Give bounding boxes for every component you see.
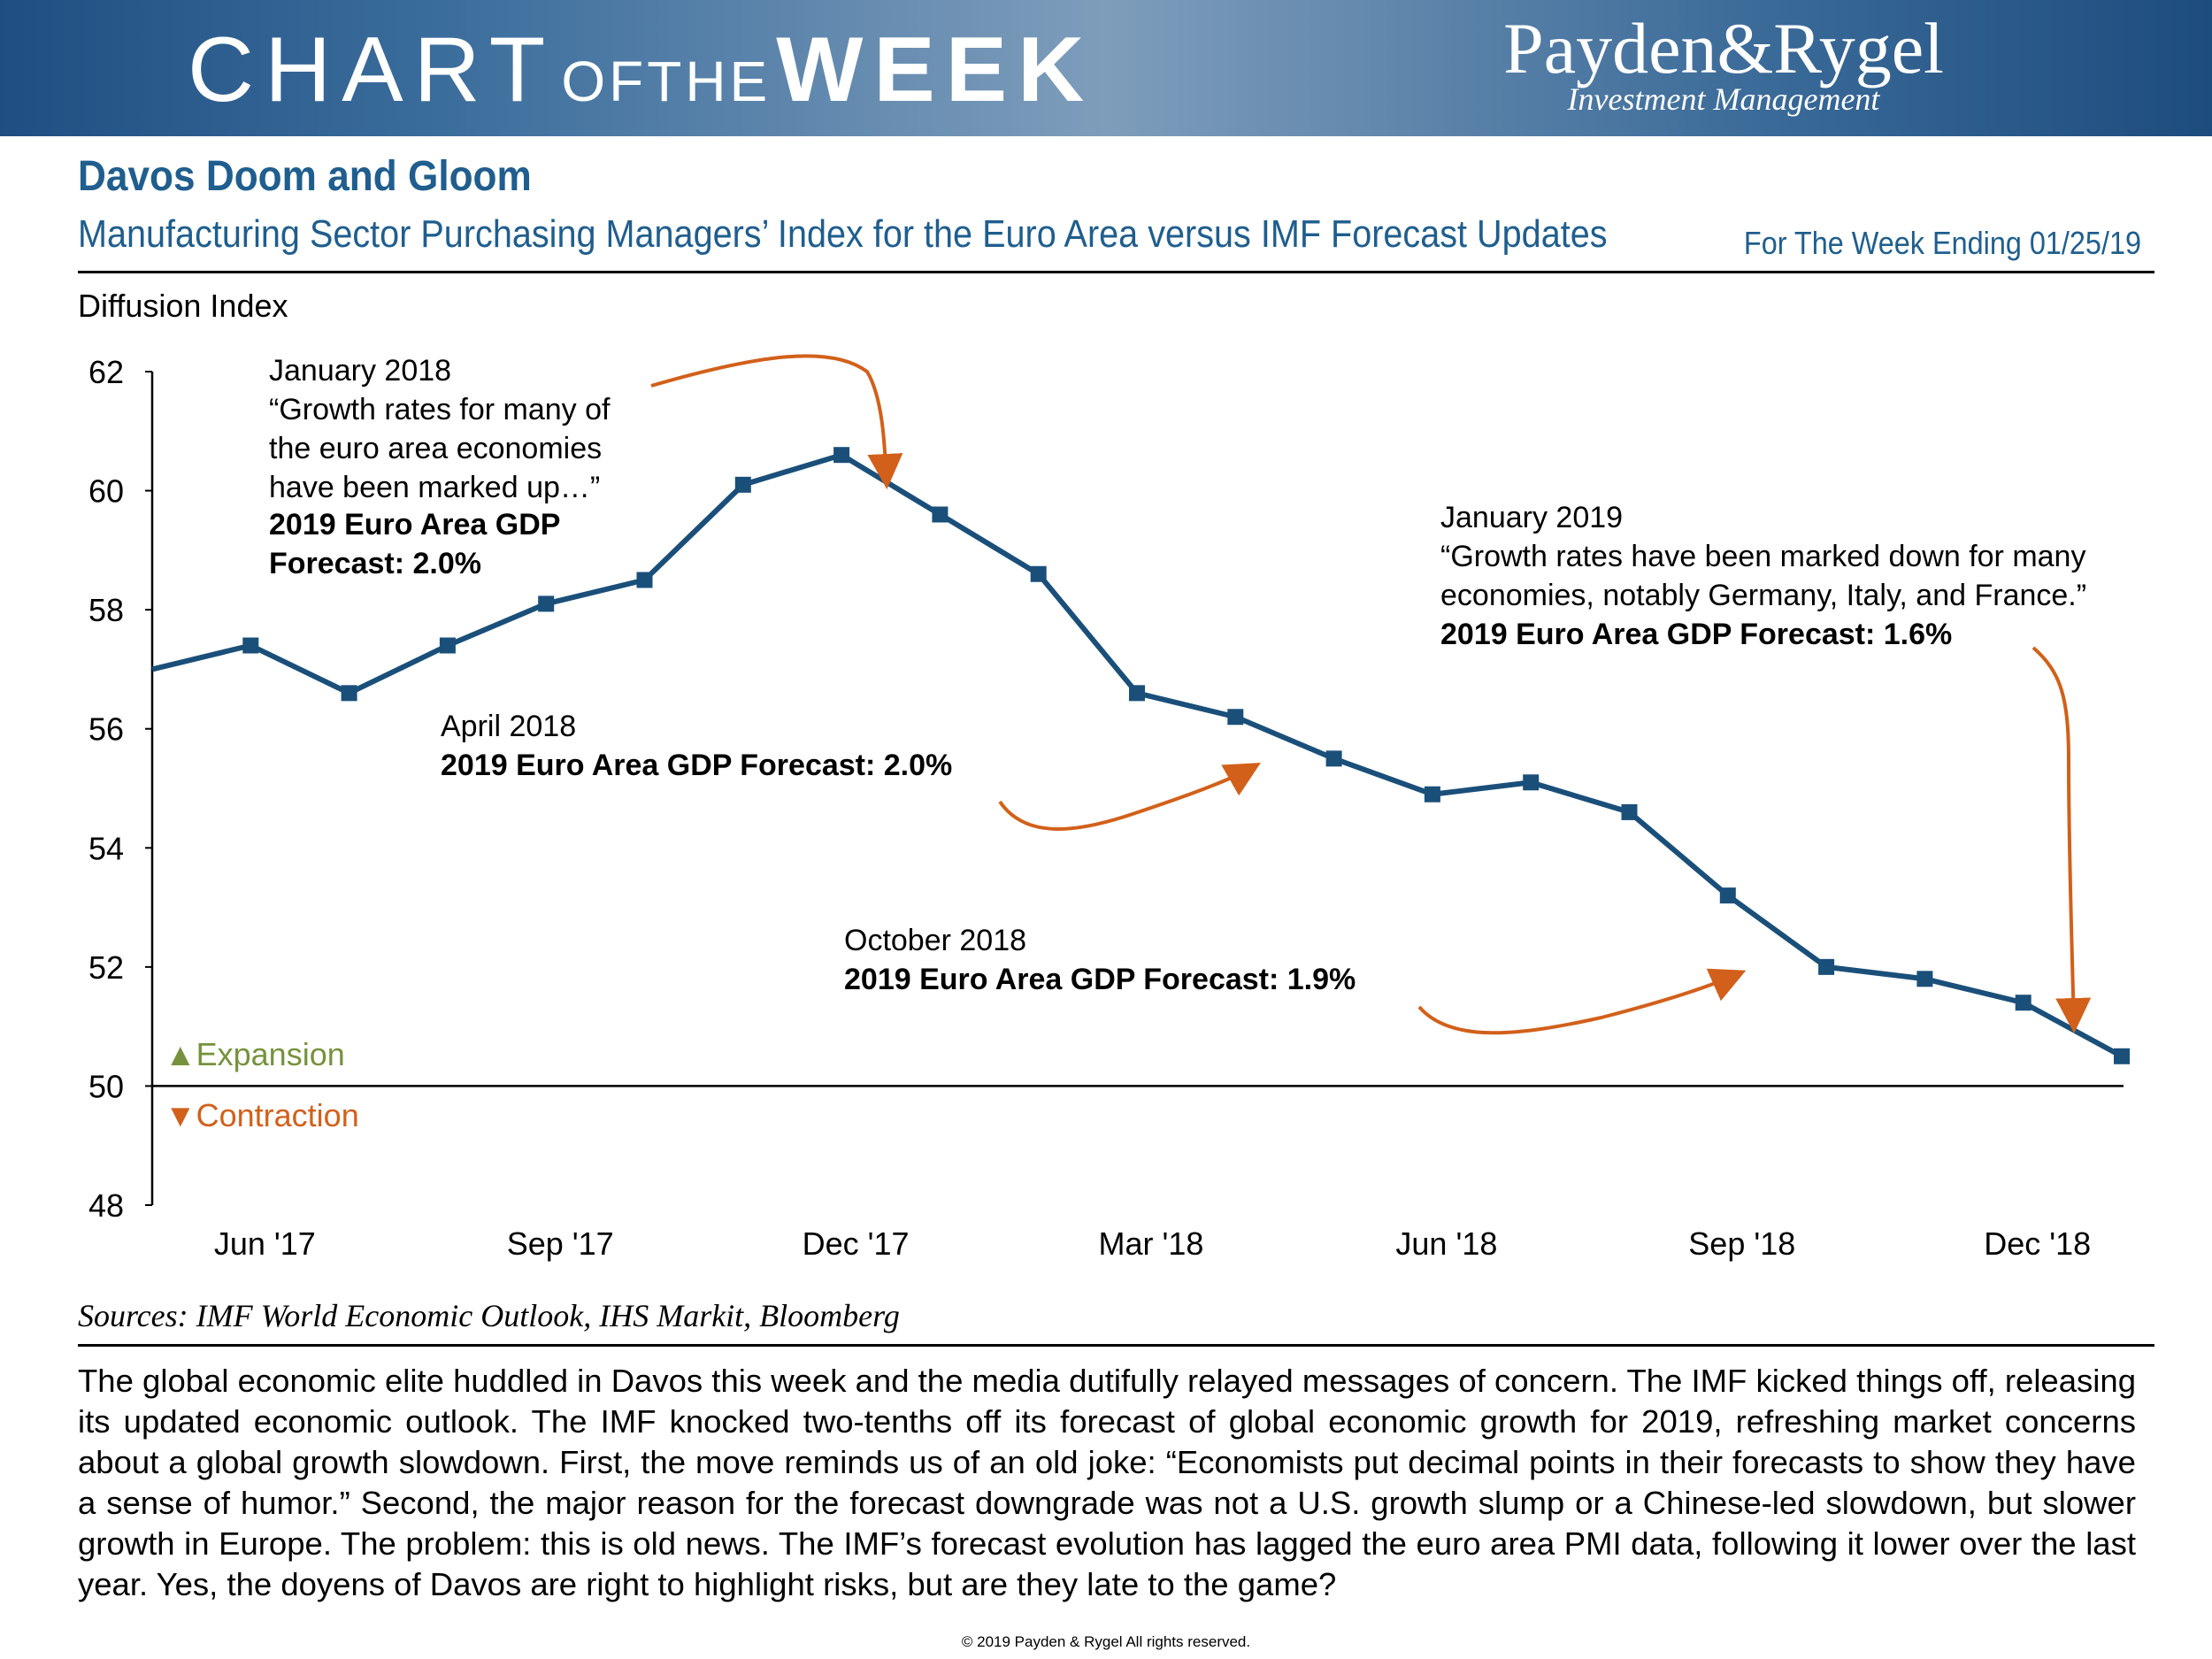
- chart-series: [151, 447, 2130, 1064]
- x-tick-label: Sep '17: [507, 1225, 614, 1262]
- pmi-data-point: [636, 572, 653, 588]
- annotation-jan2018-line: January 2018: [269, 354, 451, 388]
- logo-tagline: Investment Management: [1567, 81, 1880, 117]
- pmi-data-point: [1719, 887, 1736, 904]
- annotation-jan2018-line: the euro area economies: [269, 432, 602, 465]
- page-title: Davos Doom and Gloom: [78, 153, 532, 200]
- y-tick-label: 56: [88, 711, 124, 748]
- company-logo: Payden&Rygel Investment Management: [1494, 8, 1954, 117]
- pmi-data-point: [2114, 1048, 2130, 1064]
- x-tick-label: Mar '18: [1099, 1225, 1204, 1262]
- sources-note: Sources: IMF World Economic Outlook, IHS…: [78, 1298, 900, 1333]
- pmi-data-point: [734, 476, 751, 493]
- pmi-data-point: [1424, 786, 1440, 803]
- y-tick-label: 62: [88, 354, 124, 390]
- sources-divider: [78, 1344, 2154, 1347]
- pmi-data-point: [1030, 565, 1047, 582]
- week-ending-date: For The Week Ending 01/25/19: [1743, 225, 2141, 261]
- annotation-apr2018-line: April 2018: [441, 710, 576, 743]
- pmi-data-point: [1916, 971, 1933, 987]
- pmi-data-point: [1129, 685, 1145, 702]
- pmi-line-chart: Diffusion Index 48 50 52 54 56 58 60 62 Jun '17 S…: [78, 288, 2130, 1262]
- pmi-data-point: [1818, 958, 1835, 975]
- pmi-data-point: [833, 447, 850, 464]
- annotation-apr2018-bold: 2019 Euro Area GDP Forecast: 2.0%: [441, 749, 952, 782]
- expansion-label: ▲Expansion: [165, 1036, 345, 1072]
- wordmark-chart: CHART: [188, 19, 557, 121]
- contraction-label: ▼Contraction: [165, 1097, 359, 1133]
- annotation-jan2018-line: “Growth rates for many of: [269, 393, 611, 426]
- page-subtitle: Manufacturing Sector Purchasing Managers…: [78, 212, 1608, 256]
- y-tick-label: 54: [88, 830, 124, 866]
- annotation-jan2019-line: “Growth rates have been marked down for …: [1440, 540, 2085, 573]
- annotation-arrow-jan2019: [2032, 646, 2092, 1033]
- annotation-oct2018: October 2018 2019 Euro Area GDP Forecast…: [844, 924, 1356, 996]
- pmi-data-point: [1523, 774, 1540, 791]
- pmi-data-point: [538, 595, 555, 612]
- chart-axes: 48 50 52 54 56 58 60 62 Jun '17 Sep '17 Dec '17 Mar…: [88, 354, 2124, 1262]
- annotation-oct2018-line: October 2018: [844, 924, 1026, 957]
- chart-of-the-week-wordmark: CHART OFTHE WEEK: [188, 18, 1094, 121]
- annotation-jan2019: January 2019 “Growth rates have been mar…: [1440, 501, 2086, 651]
- pmi-data-point: [439, 637, 456, 654]
- header-divider: [78, 271, 2154, 273]
- annotation-arrow-oct2018: [1417, 968, 1747, 1035]
- logo-name: Payden&Rygel: [1503, 8, 1944, 88]
- wordmark-week: WEEK: [776, 19, 1095, 121]
- y-tick-label: 48: [88, 1187, 124, 1224]
- x-tick-label: Dec '18: [1984, 1225, 2091, 1262]
- pmi-data-point: [1227, 709, 1244, 726]
- y-tick-label: 50: [88, 1068, 124, 1104]
- annotation-jan2018: January 2018 “Growth rates for many of t…: [269, 354, 611, 580]
- wordmark-ofthe: OFTHE: [561, 50, 772, 113]
- header-banner: CHART OFTHE WEEK Payden&Rygel Investment…: [0, 0, 2212, 136]
- annotation-arrow-apr2018: [998, 763, 1261, 831]
- x-tick-label: Sep '18: [1688, 1225, 1795, 1262]
- pmi-data-point: [1621, 803, 1638, 820]
- x-tick-label: Jun '17: [214, 1225, 316, 1262]
- commentary-paragraph: The global economic elite huddled in Dav…: [78, 1363, 2136, 1602]
- y-tick-label: 60: [88, 473, 124, 510]
- annotation-jan2018-bold: Forecast: 2.0%: [269, 547, 481, 580]
- y-tick-label: 52: [88, 949, 124, 986]
- annotation-jan2019-bold: 2019 Euro Area GDP Forecast: 1.6%: [1440, 618, 1952, 651]
- annotation-jan2019-line: January 2019: [1440, 501, 1623, 534]
- copyright-notice: © 2019 Payden & Rygel All rights reserve…: [961, 1633, 1251, 1650]
- annotation-jan2018-line: have been marked up…”: [269, 471, 600, 504]
- pmi-data-point: [242, 637, 259, 654]
- annotation-oct2018-bold: 2019 Euro Area GDP Forecast: 1.9%: [844, 963, 1356, 996]
- x-tick-label: Dec '17: [803, 1225, 910, 1262]
- annotation-apr2018: April 2018 2019 Euro Area GDP Forecast: …: [441, 710, 952, 782]
- annotation-jan2019-line: economies, notably Germany, Italy, and F…: [1440, 579, 2086, 612]
- pmi-data-point: [2015, 995, 2032, 1011]
- pmi-data-point: [1325, 750, 1342, 767]
- y-axis-label: Diffusion Index: [78, 288, 288, 324]
- annotation-arrow-jan2018: [650, 354, 903, 489]
- pmi-data-point: [341, 685, 357, 702]
- y-tick-label: 58: [88, 592, 124, 628]
- pmi-data-point: [932, 506, 949, 523]
- annotation-jan2018-bold: 2019 Euro Area GDP: [269, 508, 560, 541]
- x-tick-label: Jun '18: [1395, 1225, 1497, 1262]
